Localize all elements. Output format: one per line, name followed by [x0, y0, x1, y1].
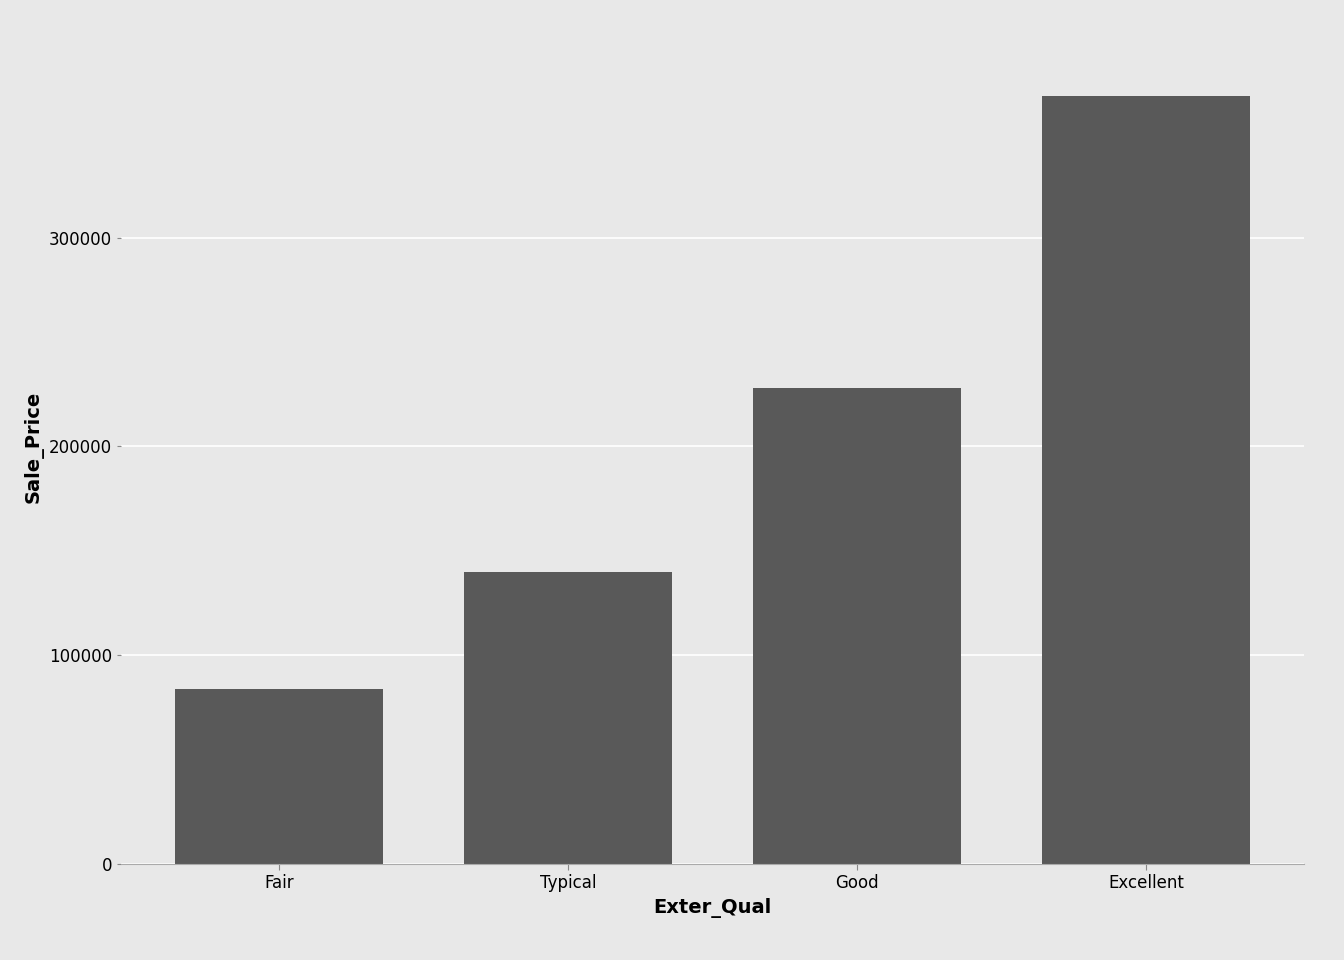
Y-axis label: Sale_Price: Sale_Price — [23, 391, 43, 502]
X-axis label: Exter_Qual: Exter_Qual — [653, 898, 771, 918]
Bar — [464, 572, 672, 864]
Bar — [753, 388, 961, 864]
Bar — [175, 688, 383, 864]
Bar — [1042, 96, 1250, 864]
